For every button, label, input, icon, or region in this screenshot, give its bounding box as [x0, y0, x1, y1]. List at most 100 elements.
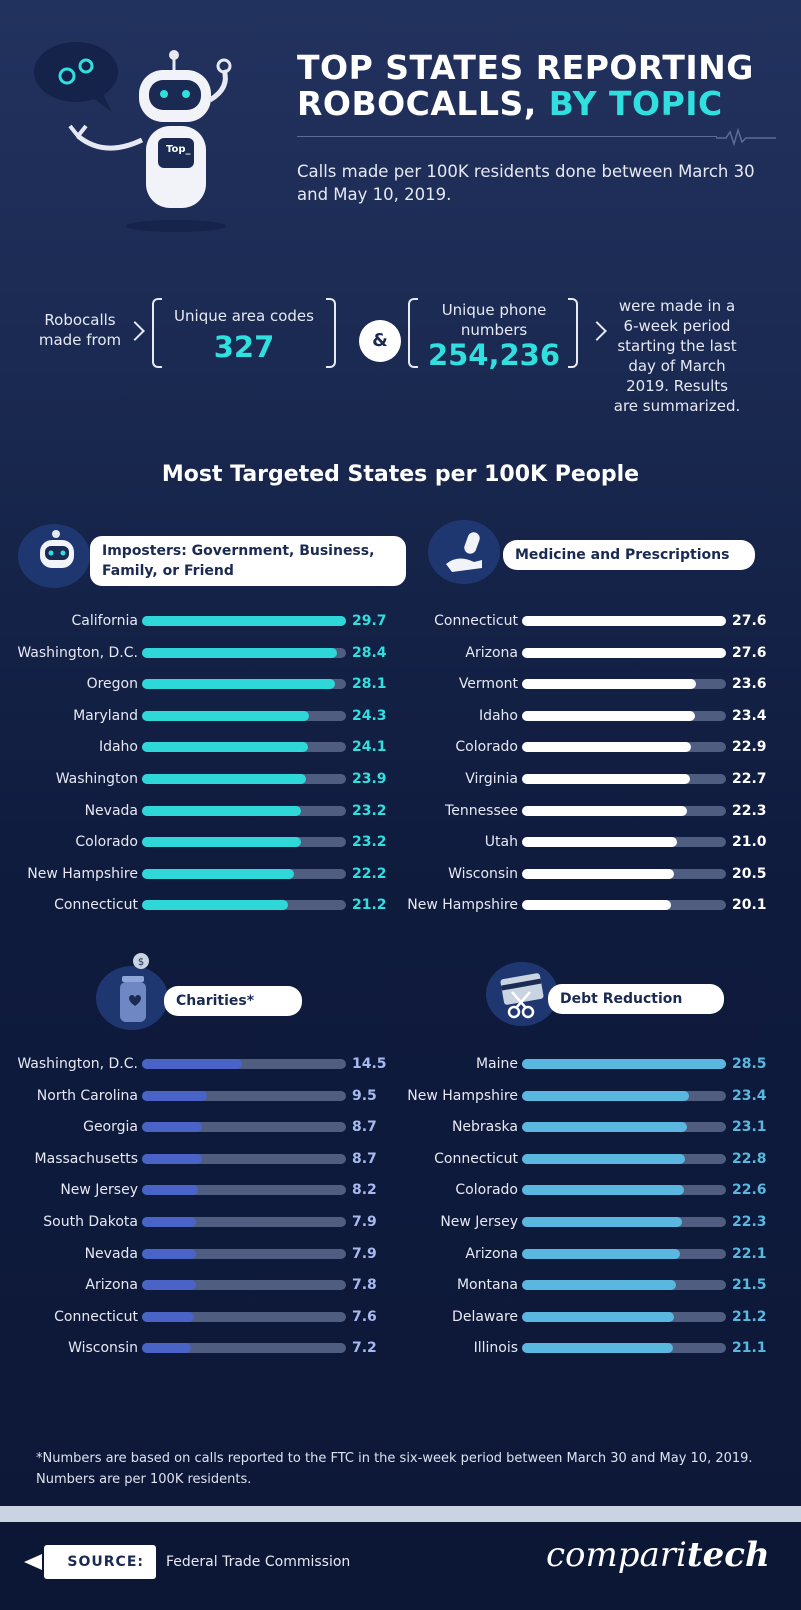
bar-row: Oregon 28.1 — [0, 674, 801, 694]
bar — [522, 900, 671, 911]
bar-value: 14.5 — [352, 1056, 387, 1072]
robot-icon — [18, 524, 90, 588]
bar-label: Washington, D.C. — [17, 644, 138, 661]
bar-label: Arizona — [465, 644, 518, 661]
bar-track — [142, 647, 346, 658]
bar-label: New Hampshire — [27, 865, 138, 882]
donation-jar-icon — [96, 966, 168, 1030]
bar-value: 7.9 — [352, 1245, 377, 1262]
bar-label: Tennessee — [445, 802, 518, 819]
cut-card-icon — [486, 962, 558, 1026]
bar-label: Washington, D.C. — [17, 1056, 138, 1072]
bar-value: 24.3 — [352, 707, 387, 724]
bar — [522, 837, 677, 848]
bar-track — [522, 1280, 726, 1291]
bar-label: Connecticut — [434, 613, 518, 629]
bar-track — [142, 774, 346, 784]
bar-row: Colorado 23.2 — [0, 832, 801, 852]
bar-label: Arizona — [465, 1245, 518, 1262]
page-title: TOP STATES REPORTING ROBOCALLS, BY TOPIC — [297, 50, 777, 122]
bar-label: Massachusetts — [34, 1150, 138, 1167]
bar — [142, 742, 308, 753]
bar-track — [522, 647, 726, 658]
bar-value: 22.8 — [732, 1150, 767, 1167]
bar-label: Delaware — [452, 1308, 518, 1325]
brand-regular: compari — [546, 1535, 687, 1575]
bar-label: Georgia — [83, 1119, 138, 1136]
bar — [142, 1280, 196, 1291]
bar-track — [522, 616, 726, 626]
bar — [142, 1059, 242, 1069]
bar-value: 27.6 — [732, 644, 767, 661]
bar-row: Arizona 27.6 — [0, 643, 801, 663]
bar-value: 28.5 — [732, 1056, 767, 1072]
bar-label: North Carolina — [36, 1087, 138, 1104]
bar-value: 21.1 — [732, 1340, 767, 1357]
bar-value: 28.4 — [352, 644, 387, 661]
bar-track — [142, 837, 346, 848]
bar-label: Nevada — [84, 802, 138, 819]
bar-label: Idaho — [98, 739, 138, 756]
bar-track — [142, 900, 346, 911]
robot-screen-text: Top_ — [166, 144, 191, 155]
bar-label: Virginia — [465, 771, 518, 787]
bar-row: Wisconsin 20.5 — [0, 864, 801, 884]
title-divider — [297, 136, 717, 137]
footer-band — [0, 1506, 801, 1522]
bar — [142, 1311, 194, 1322]
bar-row: Vermont 23.6 — [0, 674, 801, 694]
bar — [142, 1153, 202, 1164]
bar — [522, 742, 691, 753]
bar-row: Arizona 7.8 — [0, 1275, 801, 1295]
bar-row: New Jersey 8.2 — [0, 1180, 801, 1200]
bar-row: Maryland 24.3 — [0, 706, 801, 726]
bar-label: Maine — [475, 1056, 518, 1072]
bar-track — [522, 1122, 726, 1133]
bar-value: 24.1 — [352, 739, 387, 756]
bar-label: Utah — [484, 834, 518, 851]
section-title: Most Targeted States per 100K People — [161, 462, 640, 487]
bar — [142, 837, 301, 848]
bar-track — [142, 1217, 346, 1227]
pulse-line-icon — [716, 128, 776, 147]
bar-row: New Jersey 22.3 — [0, 1212, 801, 1232]
bar-value: 21.5 — [732, 1277, 767, 1294]
bar-label: Montana — [456, 1277, 518, 1294]
bar-value: 7.2 — [352, 1340, 377, 1357]
comparitech-logo: comparitech — [546, 1535, 770, 1575]
bar-label: Connecticut — [54, 1308, 138, 1325]
brand-bold: tech — [686, 1535, 770, 1575]
bar-track — [142, 1343, 346, 1354]
bar-label: Vermont — [458, 676, 518, 693]
bar-value: 23.4 — [732, 707, 767, 724]
bar-track — [522, 1185, 726, 1196]
bar-value: 23.2 — [352, 834, 387, 851]
bar-track — [142, 710, 346, 721]
bar-track — [142, 1122, 346, 1133]
bar — [522, 616, 726, 626]
bar-label: Colorado — [455, 1182, 518, 1199]
bar-row: Washington 23.9 — [0, 769, 801, 789]
title-line-2-white: ROBOCALLS, — [297, 84, 549, 123]
bar-label: Oregon — [86, 676, 138, 693]
bar — [142, 774, 306, 784]
bar-value: 7.6 — [352, 1308, 377, 1325]
bar — [522, 868, 674, 879]
category-medicine-label: Medicine and Prescriptions — [503, 540, 755, 570]
bar-row: Tennessee 22.3 — [0, 801, 801, 821]
bar-row: Arizona 22.1 — [0, 1244, 801, 1264]
bar-row: Idaho 23.4 — [0, 706, 801, 726]
bar-label: Connecticut — [434, 1150, 518, 1167]
bar — [522, 647, 726, 658]
stats-lead-text: Robocalls made from — [38, 311, 122, 349]
bar-row: New Hampshire 22.2 — [0, 864, 801, 884]
bar-row: Montana 21.5 — [0, 1275, 801, 1295]
bar-label: Colorado — [455, 739, 518, 756]
bar-row: Virginia 22.7 — [0, 769, 801, 789]
bar-row: Nevada 7.9 — [0, 1244, 801, 1264]
category-imposters-title: Imposters: Government, Business, Family,… — [102, 543, 375, 579]
bar-value: 21.2 — [732, 1308, 767, 1325]
bar-track — [522, 837, 726, 848]
bar — [522, 1217, 682, 1227]
bar-row: Wisconsin 7.2 — [0, 1338, 801, 1358]
